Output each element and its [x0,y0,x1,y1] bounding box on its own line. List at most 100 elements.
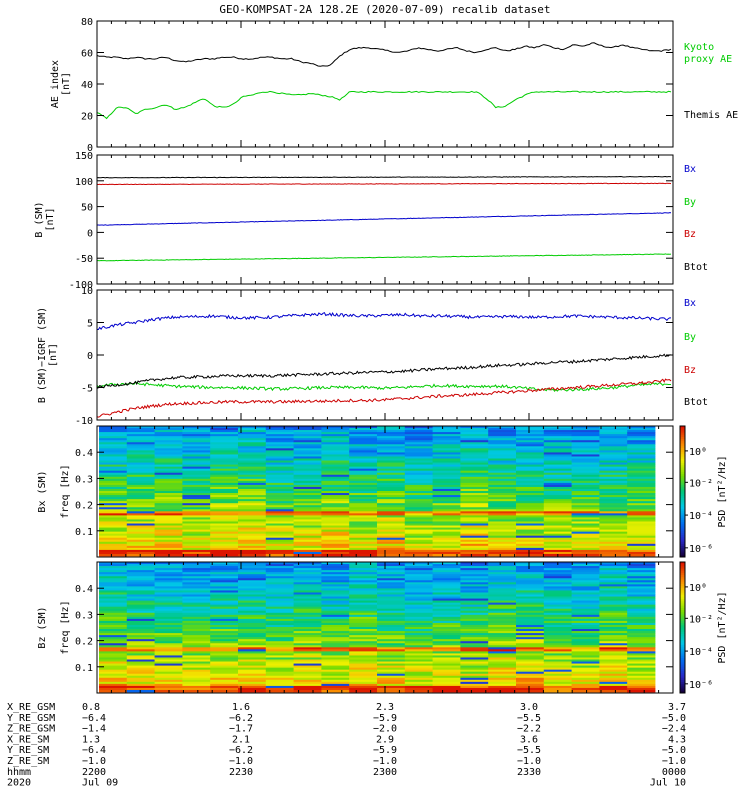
bx_spec-colorbar-segment [680,535,685,538]
bz_spec-heatmap-cell [349,602,378,606]
bz_spec-heatmap-cell [599,598,628,601]
bz_spec-heatmap-cell [571,612,600,616]
bz_spec-heatmap-cell [432,572,461,575]
bx_spec-heatmap-cell [321,450,350,453]
bx_spec-heatmap-cell [377,460,406,463]
bx_spec-heatmap-cell [377,434,406,437]
bx_spec-heatmap-cell [432,456,461,459]
bz_spec-heatmap-cell [543,683,572,687]
bz_spec-heatmap-cell [377,681,406,685]
bx_spec-heatmap-cell [321,505,350,508]
bx_spec-heatmap-cell [460,543,489,547]
bz_spec-heatmap-cell [432,681,461,685]
bz_spec-heatmap-cell [238,667,267,671]
bx_spec-heatmap-cell [377,493,406,496]
bx_spec-heatmap-cell [460,428,489,431]
bz_spec-heatmap-cell [293,614,322,618]
bz_spec-heatmap-cell [126,639,155,642]
bx_spec-heatmap-cell [154,478,183,482]
bz_spec-heatmap-cell [432,592,461,595]
bz_spec-heatmap-cell [154,614,183,618]
bz_spec-heatmap-cell [126,627,155,630]
bz_spec-heatmap-cell [404,618,433,622]
bx_spec-heatmap-cell [265,543,294,547]
bx_spec-heatmap-cell [126,505,155,508]
bz_spec-heatmap-cell [293,572,322,575]
bx_spec-heatmap-cell [293,426,322,429]
bx_spec-heatmap-cell [238,468,267,472]
bz_spec-heatmap-cell [349,578,378,581]
bx_spec-heatmap-cell [265,515,294,518]
bz_spec-heatmap-cell [99,689,128,693]
bx_spec-heatmap-cell [293,450,322,453]
bz_spec-heatmap-cell [460,596,489,599]
bz_spec-ytick-label: 0.2 [75,637,93,648]
bz_spec-heatmap-cell [627,687,656,691]
bz_spec-heatmap-cell [99,661,128,664]
bx_spec-heatmap-cell [126,452,155,455]
bz_spec-heatmap-cell [210,681,239,685]
bx_spec-heatmap-cell [182,505,211,508]
bx_spec-heatmap-cell [599,442,628,445]
bz_spec-heatmap-cell [321,598,350,601]
bz_spec-heatmap-cell [349,566,378,569]
bz_spec-colorbar-segment [680,599,685,602]
bx_spec-heatmap-cell [516,462,545,465]
bz_spec-heatmap-cell [154,651,183,654]
bx_spec-heatmap-cell [210,444,239,447]
bz_spec-heatmap-cell [293,639,322,642]
bx_spec-heatmap-cell [99,491,128,494]
bz_spec-heatmap-cell [516,616,545,620]
bx_spec-heatmap-cell [543,525,572,528]
bz_spec-heatmap-cell [265,637,294,640]
bz_spec-heatmap-cell [99,622,128,626]
bx_spec-heatmap-cell [599,527,628,530]
bz_spec-heatmap-cell [238,645,267,648]
bz_spec-heatmap-cell [126,578,155,581]
bz_spec-ytick-label: 0.4 [75,584,93,595]
bx_spec-heatmap-cell [404,480,433,484]
bz_spec-heatmap-cell [627,566,656,569]
bz_spec-heatmap-cell [599,643,628,646]
bz_spec-heatmap-cell [321,576,350,579]
bz_spec-heatmap-cell [265,669,294,673]
bx_spec-heatmap-cell [99,488,128,492]
bz_spec-heatmap-cell [488,689,517,693]
bx_spec-heatmap-cell [377,458,406,461]
bz_spec-heatmap-cell [210,627,239,630]
bx_spec-heatmap-cell [543,488,572,492]
bx_spec-heatmap-cell [99,543,128,547]
bx_spec-heatmap-cell [377,517,406,520]
bz_spec-heatmap-cell [265,675,294,679]
bx_spec-heatmap-cell [321,491,350,494]
bz_spec-heatmap-cell [238,631,267,634]
bx_spec-heatmap-cell [404,452,433,455]
bz_spec-heatmap-cell [349,655,378,658]
bx_spec-heatmap-cell [516,466,545,470]
bz_spec-heatmap-cell [349,645,378,648]
bz_spec-heatmap-cell [265,673,294,677]
bz_spec-heatmap-cell [516,651,545,654]
bz_spec-heatmap-cell [432,647,461,650]
bz_spec-heatmap-cell [571,582,600,585]
bz_spec-heatmap-cell [571,570,600,573]
bx_spec-heatmap-cell [126,450,155,453]
bsm-series-by [97,253,672,262]
bx_spec-heatmap-cell [349,499,378,502]
bz_spec-heatmap-cell [293,586,322,589]
bz_spec-heatmap-cell [182,600,211,604]
bx_spec-heatmap-cell [99,462,128,465]
bz_spec-heatmap-cell [377,669,406,673]
bz_spec-heatmap-cell [349,685,378,689]
bx_spec-heatmap-cell [265,531,294,535]
bx_spec-heatmap-cell [154,486,183,490]
bz_spec-heatmap-cell [238,627,267,630]
bz_spec-heatmap-cell [543,600,572,604]
bx_spec-heatmap-cell [543,482,572,486]
bx_spec-heatmap-cell [432,549,461,553]
bz_spec-heatmap-cell [265,618,294,622]
bz_spec-heatmap-cell [349,604,378,608]
bx_spec-heatmap-cell [599,476,628,480]
bz_spec-heatmap-cell [154,588,183,591]
